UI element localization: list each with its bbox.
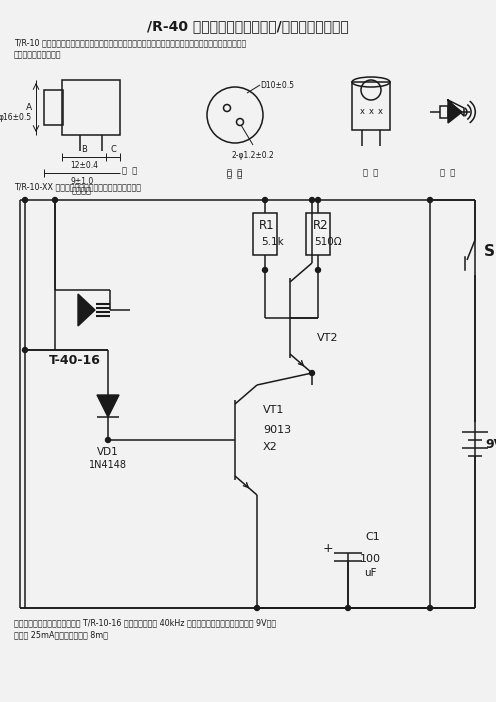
Polygon shape xyxy=(448,101,462,123)
Text: 5.1k: 5.1k xyxy=(261,237,284,246)
Polygon shape xyxy=(78,294,95,326)
Circle shape xyxy=(262,267,267,272)
Circle shape xyxy=(310,371,314,376)
Text: +: + xyxy=(323,543,333,555)
Text: 作电流 25mA，控制距离可达 8m。: 作电流 25mA，控制距离可达 8m。 xyxy=(14,630,108,639)
Text: 分立元件构成的超声波发射电路 T/R-10-16 便可发射出一串 40kHz 的超声波信号，此电路工作电压 9V，工: 分立元件构成的超声波发射电路 T/R-10-16 便可发射出一串 40kHz 的… xyxy=(14,618,276,627)
Text: T-40-16: T-40-16 xyxy=(49,354,101,366)
Bar xyxy=(440,106,448,118)
Text: 100: 100 xyxy=(360,554,380,564)
Text: VT2: VT2 xyxy=(317,333,338,343)
Circle shape xyxy=(22,197,27,202)
Circle shape xyxy=(315,197,320,202)
Text: 外  形: 外 形 xyxy=(123,166,137,176)
Circle shape xyxy=(262,197,267,202)
Text: B: B xyxy=(81,145,87,154)
Text: S: S xyxy=(484,244,495,260)
Bar xyxy=(62,80,120,135)
Bar xyxy=(352,82,390,130)
Polygon shape xyxy=(97,395,119,417)
Text: x: x xyxy=(369,107,373,117)
Text: 9V: 9V xyxy=(486,437,496,451)
Circle shape xyxy=(53,197,58,202)
Text: x: x xyxy=(377,107,382,117)
Bar xyxy=(44,90,63,125)
Bar xyxy=(306,213,330,255)
Text: 符  号: 符 号 xyxy=(440,168,456,178)
Text: 9±1.0: 9±1.0 xyxy=(70,176,94,185)
Text: uF: uF xyxy=(364,568,376,578)
Text: 2-φ1.2±0.2: 2-φ1.2±0.2 xyxy=(232,150,274,159)
Text: 外  形: 外 形 xyxy=(227,168,243,178)
Text: D10±0.5: D10±0.5 xyxy=(260,81,294,89)
Text: T/R-10 系列超声波传感器是利用压电效应工作的传感器，通常我们又称之为换能器，此类传感器最适用于: T/R-10 系列超声波传感器是利用压电效应工作的传感器，通常我们又称之为换能器… xyxy=(14,38,246,47)
Text: R1: R1 xyxy=(259,219,275,232)
Circle shape xyxy=(315,267,320,272)
Circle shape xyxy=(310,197,314,202)
Text: /R-40 系列通用型超声波发射/接收传感器电路图: /R-40 系列通用型超声波发射/接收传感器电路图 xyxy=(147,19,349,33)
Text: 12±0.4: 12±0.4 xyxy=(70,161,98,171)
Text: X2: X2 xyxy=(263,442,278,452)
Circle shape xyxy=(428,606,433,611)
Text: 外  形: 外 形 xyxy=(227,171,243,180)
Text: 外  形: 外 形 xyxy=(364,168,378,178)
Text: 外形尺寸: 外形尺寸 xyxy=(72,187,92,195)
Text: R2: R2 xyxy=(313,219,329,232)
Text: 1N4148: 1N4148 xyxy=(89,460,127,470)
Text: VT1: VT1 xyxy=(263,405,284,415)
Text: φ16±0.5: φ16±0.5 xyxy=(0,112,32,121)
Circle shape xyxy=(22,347,27,352)
Text: C1: C1 xyxy=(366,532,380,542)
Bar xyxy=(253,213,277,255)
Text: C: C xyxy=(110,145,116,154)
Text: 防盗报警和遥控使用。: 防盗报警和遥控使用。 xyxy=(14,50,62,59)
Text: x: x xyxy=(360,107,365,117)
Circle shape xyxy=(346,606,351,611)
Circle shape xyxy=(254,606,259,611)
Circle shape xyxy=(106,437,111,442)
Circle shape xyxy=(428,197,433,202)
Text: VD1: VD1 xyxy=(97,447,119,457)
Text: 9013: 9013 xyxy=(263,425,291,435)
Text: T/R-10-XX 系列超声波传感器外形、尺寸及电路符号: T/R-10-XX 系列超声波传感器外形、尺寸及电路符号 xyxy=(14,182,141,191)
Text: 510Ω: 510Ω xyxy=(314,237,342,246)
Text: A: A xyxy=(26,102,32,112)
